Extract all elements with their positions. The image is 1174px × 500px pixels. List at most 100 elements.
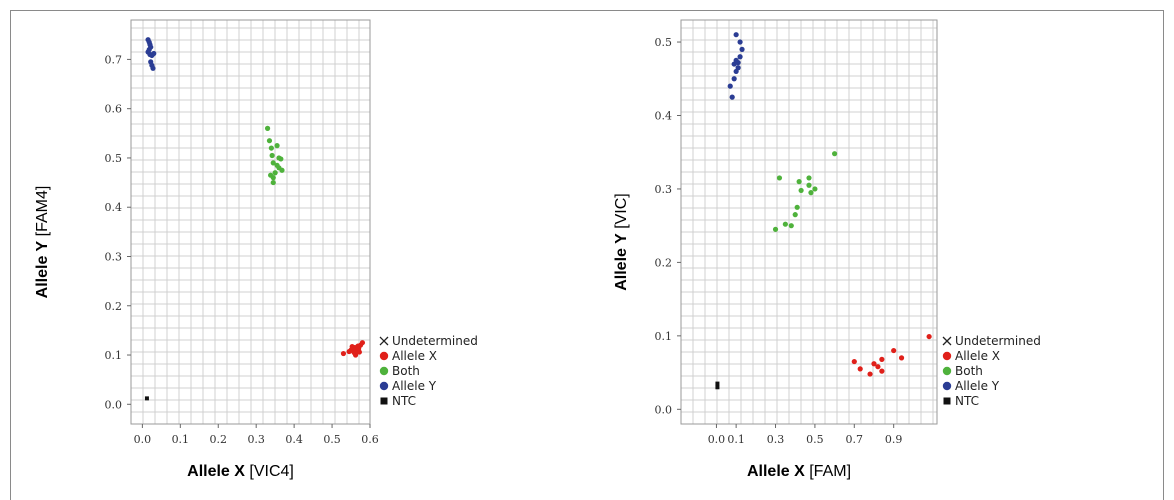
data-point: [794, 204, 800, 210]
data-point: [735, 60, 741, 66]
x-tick-label: 0.4: [285, 433, 303, 446]
x-tick-label: 0.1: [172, 433, 190, 446]
plot-area-border: [130, 19, 371, 425]
data-point: [146, 46, 152, 53]
data-point: [782, 221, 788, 227]
y-axis-title-bold: Allele Y: [34, 240, 51, 298]
data-point: [359, 340, 366, 346]
x-tick-label: 0.0: [134, 433, 152, 446]
data-point: [891, 347, 897, 354]
x-tick-label: 0.0: [708, 433, 726, 446]
x-axis-title-bold: Allele X: [187, 463, 245, 480]
x-tick-label: 0.1: [727, 433, 745, 446]
data-point: [796, 179, 802, 185]
data-point: [151, 50, 157, 57]
data-point: [867, 371, 873, 377]
data-point: [356, 349, 362, 355]
data-point: [352, 352, 359, 358]
y-tick-label: 0.7: [105, 53, 123, 66]
data-point: [776, 175, 783, 181]
data-point: [875, 364, 881, 370]
data-point: [926, 333, 932, 340]
data-point: [808, 190, 814, 196]
legend-marker-circle: [379, 366, 389, 376]
y-tick-label: 0.2: [105, 300, 123, 313]
data-point: [737, 39, 743, 45]
series-ntc: [715, 381, 720, 390]
data-point: [279, 167, 285, 173]
x-axis-title-bold: Allele X: [747, 463, 805, 480]
x-tick-label: 0.3: [767, 433, 785, 446]
series-allele-y: [145, 37, 157, 71]
legend-marker-circle: [379, 351, 389, 361]
data-point: [715, 381, 720, 386]
data-point: [270, 175, 276, 181]
data-point: [879, 368, 885, 374]
series-both: [264, 125, 285, 186]
data-point: [270, 179, 276, 186]
legend-label: NTC: [392, 394, 416, 408]
y-tick-label: 0.2: [655, 256, 673, 269]
legend-marker-square: [943, 397, 951, 405]
legend-marker-circle: [942, 381, 952, 391]
data-point: [715, 385, 720, 390]
legend-label: Allele Y: [955, 379, 1000, 393]
x-axis-title-unit: [VIC4]: [245, 463, 294, 480]
data-point: [788, 223, 794, 229]
x-tick-label: 0.6: [361, 433, 379, 446]
x-axis-title: Allele X [VIC4]: [187, 463, 294, 480]
data-point: [340, 350, 347, 357]
data-point: [270, 160, 276, 166]
chart-1: 0.0 0.1 0.2 0.3 0.4 0.5 0.6 0.0 0.1 0.2 0.3 0.4 0.5 0…: [34, 19, 478, 480]
y-axis-title: Allele Y [FAM4]: [34, 186, 51, 299]
data-point: [272, 170, 278, 176]
data-point: [264, 125, 271, 131]
legend-marker-circle: [942, 366, 952, 376]
legend-marker-circle: [379, 381, 389, 391]
data-point: [739, 46, 745, 52]
x-axis-title: Allele X [FAM]: [747, 463, 851, 480]
y-tick-label: 0.1: [105, 349, 123, 362]
data-point: [806, 175, 812, 181]
legend-marker-square: [380, 397, 388, 405]
y-tick-label: 0.6: [105, 103, 123, 116]
data-point: [792, 212, 798, 218]
legend-label: Allele Y: [392, 379, 437, 393]
data-point: [772, 226, 779, 232]
data-point: [798, 187, 804, 194]
grid: [681, 20, 937, 424]
data-point: [737, 54, 743, 60]
data-point: [733, 32, 739, 38]
x-tick-label: 0.2: [210, 433, 228, 446]
data-point: [871, 361, 877, 367]
legend-label: Both: [955, 364, 983, 378]
data-point: [278, 156, 284, 162]
y-tick-label: 0.4: [655, 109, 673, 122]
legend-label: Allele X: [392, 349, 437, 363]
data-point: [729, 94, 735, 100]
data-point: [832, 151, 838, 157]
legend-marker-x: [379, 336, 389, 346]
y-tick-label: 0.3: [105, 250, 123, 263]
data-point: [266, 138, 273, 144]
legend-label: Both: [392, 364, 420, 378]
x-tick-label: 0.5: [323, 433, 341, 446]
legend-marker-x: [942, 336, 952, 346]
y-axis-title-unit: [VIC]: [613, 193, 630, 233]
x-axis-title-unit: [FAM]: [805, 463, 851, 480]
plot-area-border: [680, 19, 938, 425]
figure-frame: [10, 10, 1164, 500]
legend-label: Undetermined: [955, 334, 1041, 348]
data-point: [851, 358, 857, 365]
data-point: [735, 65, 741, 71]
y-tick-label: 0.5: [655, 36, 673, 49]
series-allele-y: [727, 32, 745, 100]
legend-marker-circle: [942, 351, 952, 361]
legend-label: Undetermined: [392, 334, 478, 348]
y-axis-title-bold: Allele Y: [613, 233, 630, 291]
data-point: [806, 182, 812, 188]
data-point: [857, 366, 863, 372]
